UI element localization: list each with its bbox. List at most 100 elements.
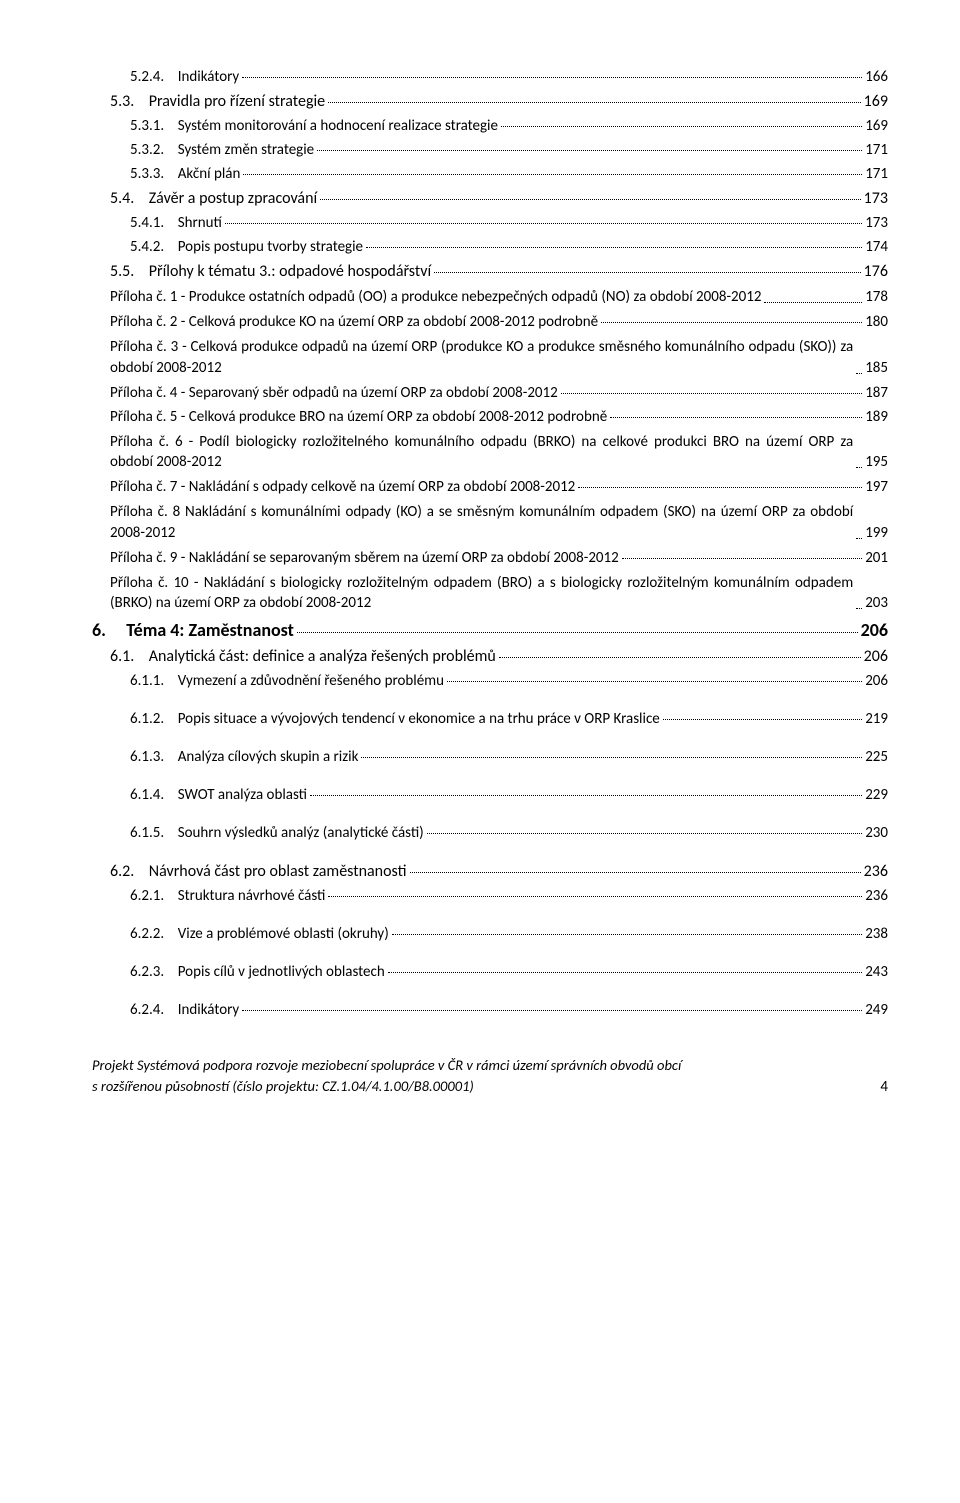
toc-entry-number: 5.3.2.	[130, 141, 178, 159]
toc-entry-number: 6.1.1.	[130, 672, 178, 690]
spacing-gap	[92, 810, 888, 824]
toc-entry-number: 6.2.3.	[130, 963, 178, 981]
toc-entry: 6.2.2. Vize a problémové oblasti (okruhy…	[130, 925, 888, 943]
toc-entry-page: 206	[861, 619, 888, 641]
toc-entry-label: Systém monitorování a hodnocení realizac…	[178, 117, 498, 135]
toc-entry: 5.3. Pravidla pro řízení strategie169	[110, 92, 888, 111]
toc-leader-dots	[427, 833, 862, 834]
toc-leader-dots	[622, 558, 862, 559]
toc-entry-page: 180	[865, 313, 888, 331]
toc-leader-dots	[225, 223, 862, 224]
toc-leader-dots	[243, 174, 862, 175]
toc-entry-label: Souhrn výsledků analýz (analytické části…	[178, 824, 424, 842]
toc-entry-label: Příloha č. 7 - Nakládání s odpady celkov…	[110, 478, 575, 496]
toc-entry-number: 6.2.	[110, 862, 149, 881]
toc-entry-label: Příloha č. 10 - Nakládání s biologicky r…	[110, 573, 853, 614]
toc-entry-page: 185	[865, 358, 888, 378]
toc-leader-dots	[856, 373, 862, 374]
toc-entry: 5.4. Závěr a postup zpracování173	[110, 189, 888, 208]
toc-entry: Příloha č. 7 - Nakládání s odpady celkov…	[110, 478, 888, 496]
page-footer: Projekt Systémová podpora rozvoje meziob…	[92, 1055, 888, 1096]
toc-entry: 6.2.4. Indikátory249	[130, 1001, 888, 1019]
toc-entry-page: 178	[865, 287, 888, 307]
toc-entry-number: 6.2.1.	[130, 887, 178, 905]
toc-entry-page: 203	[865, 593, 888, 613]
toc-entry: 6.1.5. Souhrn výsledků analýz (analytick…	[130, 824, 888, 842]
toc-entry-label: Příloha č. 2 - Celková produkce KO na úz…	[110, 313, 598, 331]
toc-entry-label: Analýza cílových skupin a rizik	[178, 748, 359, 766]
toc-entry: 6.1. Analytická část: definice a analýza…	[110, 647, 888, 666]
spacing-gap	[92, 734, 888, 748]
toc-leader-dots	[578, 487, 862, 488]
toc-leader-dots	[242, 77, 862, 78]
toc-entry-number: 6.2.4.	[130, 1001, 178, 1019]
toc-leader-dots	[317, 150, 862, 151]
toc-entry: Příloha č. 1 - Produkce ostatních odpadů…	[110, 287, 888, 307]
toc-leader-dots	[410, 872, 861, 873]
toc-entry-page: 176	[864, 262, 888, 281]
toc-entry: 6.1.4. SWOT analýza oblasti229	[130, 786, 888, 804]
toc-entry-label: Analytická část: definice a analýza řeše…	[149, 647, 496, 666]
toc-entry: 6.1.1. Vymezení a zdůvodnění řešeného pr…	[130, 672, 888, 690]
toc-entry-number: 6.1.	[110, 647, 149, 666]
toc-entry-page: 174	[865, 238, 888, 256]
toc-entry-number: 5.2.4.	[130, 68, 178, 86]
toc-entry-page: 199	[865, 523, 888, 543]
toc-leader-dots	[856, 538, 862, 539]
toc-leader-dots	[392, 934, 862, 935]
toc-entry-label: SWOT analýza oblasti	[178, 786, 307, 804]
spacing-gap	[92, 949, 888, 963]
toc-entry-label: Přílohy k tématu 3.: odpadové hospodářst…	[149, 262, 431, 281]
toc-entry: 6.1.3. Analýza cílových skupin a rizik22…	[130, 748, 888, 766]
toc-entry-label: Příloha č. 6 - Podíl biologicky rozložit…	[110, 432, 853, 473]
toc-entry-page: 219	[865, 710, 888, 728]
toc-entry-number: 5.3.	[110, 92, 149, 111]
toc-entry: 5.4.1. Shrnutí173	[130, 214, 888, 232]
toc-entry-page: 171	[865, 141, 888, 159]
table-of-contents: 5.2.4. Indikátory1665.3. Pravidla pro ří…	[92, 68, 888, 1019]
toc-entry: 6.2.1. Struktura návrhové části236	[130, 887, 888, 905]
toc-entry: 5.3.3. Akční plán171	[130, 165, 888, 183]
toc-entry-number: 5.4.	[110, 189, 149, 208]
toc-entry-page: 173	[865, 214, 888, 232]
footer-project-text: Projekt Systémová podpora rozvoje meziob…	[92, 1055, 860, 1096]
toc-entry-number: 6.1.2.	[130, 710, 178, 728]
toc-entry: Příloha č. 10 - Nakládání s biologicky r…	[110, 573, 888, 614]
toc-leader-dots	[320, 199, 861, 200]
toc-leader-dots	[361, 757, 862, 758]
toc-leader-dots	[242, 1010, 862, 1011]
toc-entry-label: Příloha č. 9 - Nakládání se separovaným …	[110, 549, 619, 567]
toc-entry: 5.5. Přílohy k tématu 3.: odpadové hospo…	[110, 262, 888, 281]
toc-entry: Příloha č. 8 Nakládání s komunálními odp…	[110, 502, 888, 543]
toc-leader-dots	[610, 417, 862, 418]
toc-entry-page: 195	[865, 452, 888, 472]
toc-entry-label: Vymezení a zdůvodnění řešeného problému	[178, 672, 444, 690]
toc-leader-dots	[601, 322, 862, 323]
toc-entry: 5.3.1. Systém monitorování a hodnocení r…	[130, 117, 888, 135]
toc-entry-page: 238	[865, 925, 888, 943]
toc-entry: Příloha č. 3 - Celková produkce odpadů n…	[110, 337, 888, 378]
toc-leader-dots	[501, 126, 862, 127]
toc-entry-page: 243	[865, 963, 888, 981]
toc-entry-page: 187	[865, 384, 888, 402]
toc-entry: 5.4.2. Popis postupu tvorby strategie174	[130, 238, 888, 256]
toc-entry-number: 6.	[92, 619, 126, 641]
toc-entry: 6.2.3. Popis cílů v jednotlivých oblaste…	[130, 963, 888, 981]
toc-entry: Příloha č. 2 - Celková produkce KO na úz…	[110, 313, 888, 331]
toc-leader-dots	[434, 272, 861, 273]
toc-entry-page: 169	[864, 92, 888, 111]
toc-entry-label: Příloha č. 5 - Celková produkce BRO na ú…	[110, 408, 607, 426]
spacing-gap	[92, 911, 888, 925]
toc-entry-number: 5.5.	[110, 262, 149, 281]
spacing-gap	[92, 848, 888, 862]
toc-entry-label: Příloha č. 8 Nakládání s komunálními odp…	[110, 502, 853, 543]
toc-entry-page: 173	[864, 189, 888, 208]
toc-entry-label: Systém změn strategie	[178, 141, 314, 159]
toc-entry-number: 6.2.2.	[130, 925, 178, 943]
toc-entry-page: 169	[865, 117, 888, 135]
toc-leader-dots	[310, 795, 862, 796]
toc-entry-number: 5.3.3.	[130, 165, 178, 183]
toc-leader-dots	[328, 102, 861, 103]
toc-entry: 6.2. Návrhová část pro oblast zaměstnano…	[110, 862, 888, 881]
toc-entry-page: 189	[865, 408, 888, 426]
